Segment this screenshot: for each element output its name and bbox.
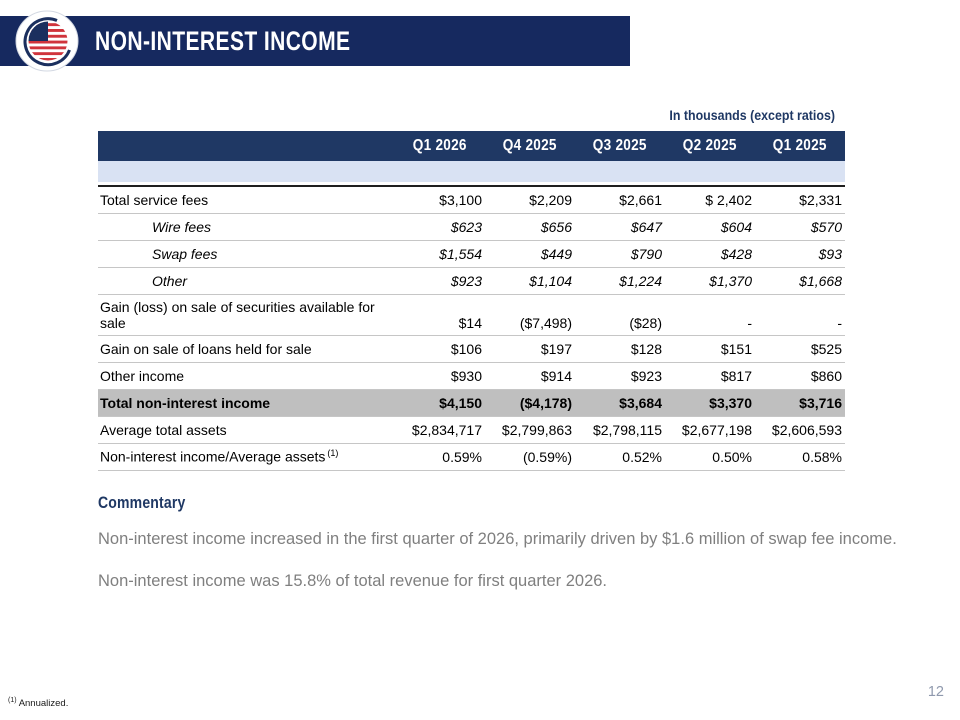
column-header: Q3 2025 bbox=[593, 137, 647, 154]
table-row: Total service fees $3,100 $2,209 $2,661 $ 2,… bbox=[98, 185, 845, 214]
row-value: $923 bbox=[575, 362, 665, 390]
units-note: In thousands (except ratios) bbox=[669, 108, 835, 123]
table-row: Average total assets $2,834,717 $2,799,863… bbox=[98, 416, 845, 444]
row-label: Non-interest income/Average assets (1) bbox=[98, 443, 395, 471]
row-value: $817 bbox=[665, 362, 755, 390]
commentary-section: Commentary Non-interest income increased… bbox=[98, 494, 910, 612]
row-value: $106 bbox=[395, 335, 485, 363]
table-row: Total non-interest income $4,150 ($4,178) $… bbox=[98, 389, 845, 417]
row-value: $4,150 bbox=[395, 389, 485, 417]
header-q4-2025: Q4 2025 bbox=[485, 131, 575, 161]
footnote-text: Annualized. bbox=[18, 698, 69, 710]
footnote: (1) Annualized. bbox=[8, 697, 68, 709]
row-value: $2,677,198 bbox=[665, 416, 755, 444]
header-label-cell bbox=[98, 131, 395, 161]
column-header: Q2 2025 bbox=[683, 137, 737, 154]
table-header-row: Q1 2026 Q4 2025 Q3 2025 Q2 2025 Q1 2025 bbox=[98, 131, 845, 161]
row-label: Average total assets bbox=[98, 416, 395, 444]
row-label: Total service fees bbox=[98, 185, 395, 214]
row-value: $2,799,863 bbox=[485, 416, 575, 444]
row-value: $449 bbox=[485, 240, 575, 268]
row-value: $128 bbox=[575, 335, 665, 363]
row-value: $2,798,115 bbox=[575, 416, 665, 444]
row-label: Gain (loss) on sale of securities availa… bbox=[98, 294, 395, 336]
row-value: - bbox=[755, 294, 845, 336]
financials-table: Q1 2026 Q4 2025 Q3 2025 Q2 2025 Q1 2025 … bbox=[98, 131, 845, 471]
footnote-marker: (1) bbox=[8, 697, 17, 704]
row-value: 0.59% bbox=[395, 443, 485, 471]
table-row: Non-interest income/Average assets (1) 0.5… bbox=[98, 443, 845, 471]
american-flag-globe-logo-icon bbox=[15, 10, 79, 72]
table-row: Swap fees $1,554 $449 $790 $428 $93 bbox=[98, 240, 845, 268]
row-value: $790 bbox=[575, 240, 665, 268]
row-label: Swap fees bbox=[98, 240, 395, 268]
column-header: Q1 2025 bbox=[773, 137, 827, 154]
row-value: $570 bbox=[755, 213, 845, 241]
column-header: Q1 2026 bbox=[413, 137, 467, 154]
row-value: 0.58% bbox=[755, 443, 845, 471]
slide-title: NON-INTEREST INCOME bbox=[95, 26, 351, 56]
row-value: $525 bbox=[755, 335, 845, 363]
row-value: 0.52% bbox=[575, 443, 665, 471]
header-q1-2025: Q1 2025 bbox=[755, 131, 845, 161]
row-value: $656 bbox=[485, 213, 575, 241]
row-value: (0.59%) bbox=[485, 443, 575, 471]
row-value: $1,370 bbox=[665, 267, 755, 295]
table-row: Wire fees $623 $656 $647 $604 $570 bbox=[98, 213, 845, 241]
row-value: $3,370 bbox=[665, 389, 755, 417]
footnote-marker: (1) bbox=[327, 448, 339, 459]
row-value: 0.50% bbox=[665, 443, 755, 471]
row-value: $647 bbox=[575, 213, 665, 241]
table-row: Other income $930 $914 $923 $817 $860 bbox=[98, 362, 845, 390]
row-value: $1,668 bbox=[755, 267, 845, 295]
row-value: $ 2,402 bbox=[665, 185, 755, 214]
row-value: $860 bbox=[755, 362, 845, 390]
page-number: 12 bbox=[927, 684, 944, 700]
row-label: Total non-interest income bbox=[98, 389, 395, 417]
row-value: ($4,178) bbox=[485, 389, 575, 417]
row-value: $1,104 bbox=[485, 267, 575, 295]
row-value: $914 bbox=[485, 362, 575, 390]
commentary-paragraph: Non-interest income increased in the fir… bbox=[98, 530, 897, 548]
header-q1-2026: Q1 2026 bbox=[395, 131, 485, 161]
row-value: $428 bbox=[665, 240, 755, 268]
header-q3-2025: Q3 2025 bbox=[575, 131, 665, 161]
row-value: $3,716 bbox=[755, 389, 845, 417]
row-value: $1,224 bbox=[575, 267, 665, 295]
spacer-band bbox=[98, 161, 845, 182]
row-value: $604 bbox=[665, 213, 755, 241]
column-header: Q4 2025 bbox=[503, 137, 557, 154]
row-value: $923 bbox=[395, 267, 485, 295]
row-value: $2,661 bbox=[575, 185, 665, 214]
row-value: $930 bbox=[395, 362, 485, 390]
row-value: $3,100 bbox=[395, 185, 485, 214]
commentary-paragraph: Non-interest income was 15.8% of total r… bbox=[98, 572, 608, 591]
row-label: Gain on sale of loans held for sale bbox=[98, 335, 395, 363]
row-value: $623 bbox=[395, 213, 485, 241]
title-bar: NON-INTEREST INCOME bbox=[0, 16, 630, 66]
row-value: $14 bbox=[395, 294, 485, 336]
row-value: $3,684 bbox=[575, 389, 665, 417]
row-label: Other income bbox=[98, 362, 395, 390]
row-value: ($7,498) bbox=[485, 294, 575, 336]
row-value: $1,554 bbox=[395, 240, 485, 268]
row-label: Other bbox=[98, 267, 395, 295]
row-value: ($28) bbox=[575, 294, 665, 336]
commentary-heading: Commentary bbox=[98, 494, 186, 512]
table-row: Other $923 $1,104 $1,224 $1,370 $1,668 bbox=[98, 267, 845, 295]
row-value: $151 bbox=[665, 335, 755, 363]
row-value: $2,606,593 bbox=[755, 416, 845, 444]
header-q2-2025: Q2 2025 bbox=[665, 131, 755, 161]
row-value: $93 bbox=[755, 240, 845, 268]
row-value: $197 bbox=[485, 335, 575, 363]
row-value: $2,834,717 bbox=[395, 416, 485, 444]
table-row: Gain (loss) on sale of securities availa… bbox=[98, 294, 845, 336]
row-value: $2,209 bbox=[485, 185, 575, 214]
table-row: Gain on sale of loans held for sale $106 $… bbox=[98, 335, 845, 363]
row-value: $2,331 bbox=[755, 185, 845, 214]
row-label: Wire fees bbox=[98, 213, 395, 241]
row-value: - bbox=[665, 294, 755, 336]
